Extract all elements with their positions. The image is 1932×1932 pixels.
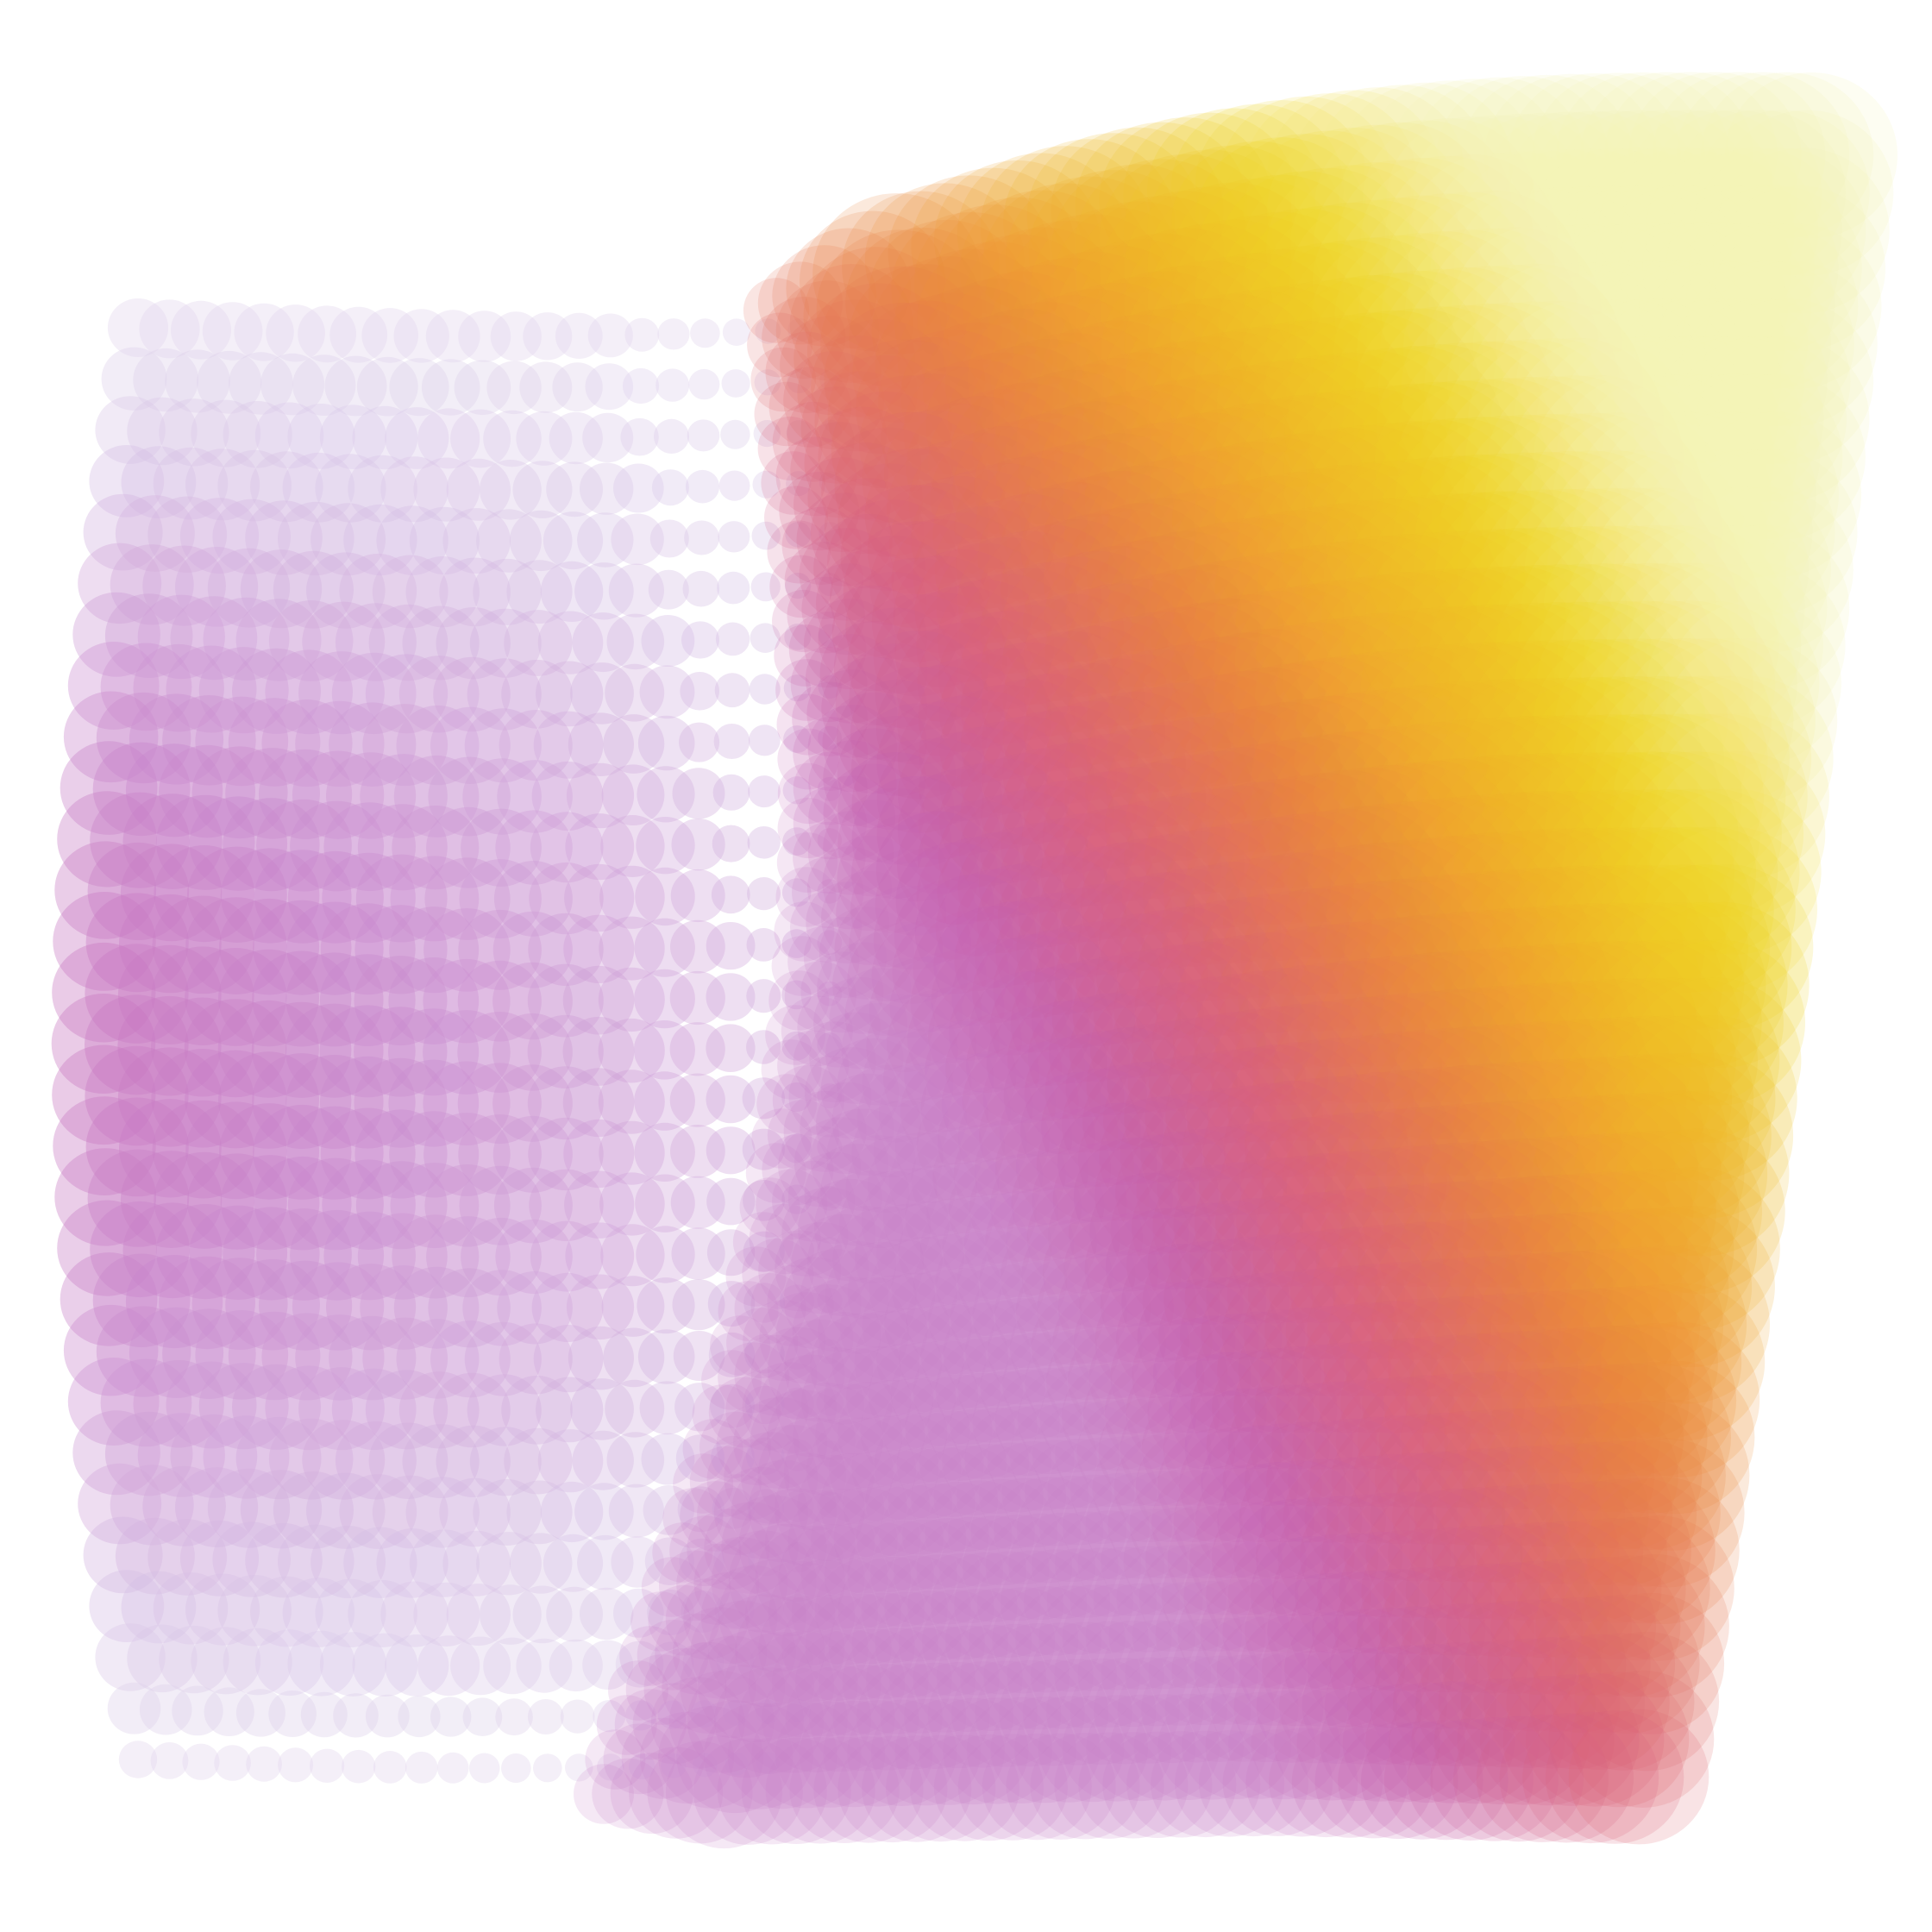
field-dot xyxy=(679,723,719,762)
field-dot xyxy=(405,1752,438,1784)
field-dot xyxy=(469,1753,500,1784)
field-dot xyxy=(620,418,658,456)
field-dot xyxy=(684,521,719,555)
field-dot xyxy=(681,621,719,658)
field-dot xyxy=(373,1751,407,1784)
field-dot xyxy=(310,1749,344,1783)
field-dot xyxy=(714,724,750,759)
field-dot xyxy=(687,419,720,451)
field-dot xyxy=(748,775,781,807)
field-dot xyxy=(680,672,719,711)
field-dot xyxy=(720,420,750,449)
field-dot xyxy=(501,1753,531,1783)
field-dot xyxy=(533,1753,562,1782)
field-dot xyxy=(657,318,689,349)
field-dot xyxy=(719,471,750,501)
field-dot xyxy=(712,875,750,913)
field-dot xyxy=(747,877,781,910)
field-dot xyxy=(683,571,720,607)
field-dot xyxy=(717,572,750,605)
field-dot xyxy=(654,419,689,454)
field-dot xyxy=(712,825,750,862)
field-dot xyxy=(624,318,659,352)
field-dot xyxy=(688,369,719,399)
field-dot xyxy=(650,520,689,558)
field-dot xyxy=(715,673,750,707)
field-dot xyxy=(561,1700,595,1734)
field-dot xyxy=(686,470,719,504)
field-dot xyxy=(656,368,689,401)
field-dot xyxy=(623,368,659,404)
field-dot xyxy=(749,724,781,756)
field-dot xyxy=(342,1750,375,1784)
field-dot xyxy=(528,1699,564,1734)
field-dot xyxy=(690,318,720,348)
field-dot xyxy=(652,469,689,505)
field-dot xyxy=(214,1745,251,1781)
field-dot xyxy=(748,826,781,859)
field-dot xyxy=(278,1747,313,1782)
field-dot xyxy=(718,521,750,552)
ellipse-grid xyxy=(52,72,1898,1849)
field-dot xyxy=(495,1698,533,1735)
blob-dot xyxy=(1569,1709,1709,1845)
field-dot xyxy=(246,1747,282,1782)
field-dot xyxy=(437,1753,469,1784)
field-dot xyxy=(716,623,750,656)
field-dot xyxy=(713,775,750,811)
field-dot xyxy=(722,369,750,398)
field-dot xyxy=(182,1744,219,1780)
